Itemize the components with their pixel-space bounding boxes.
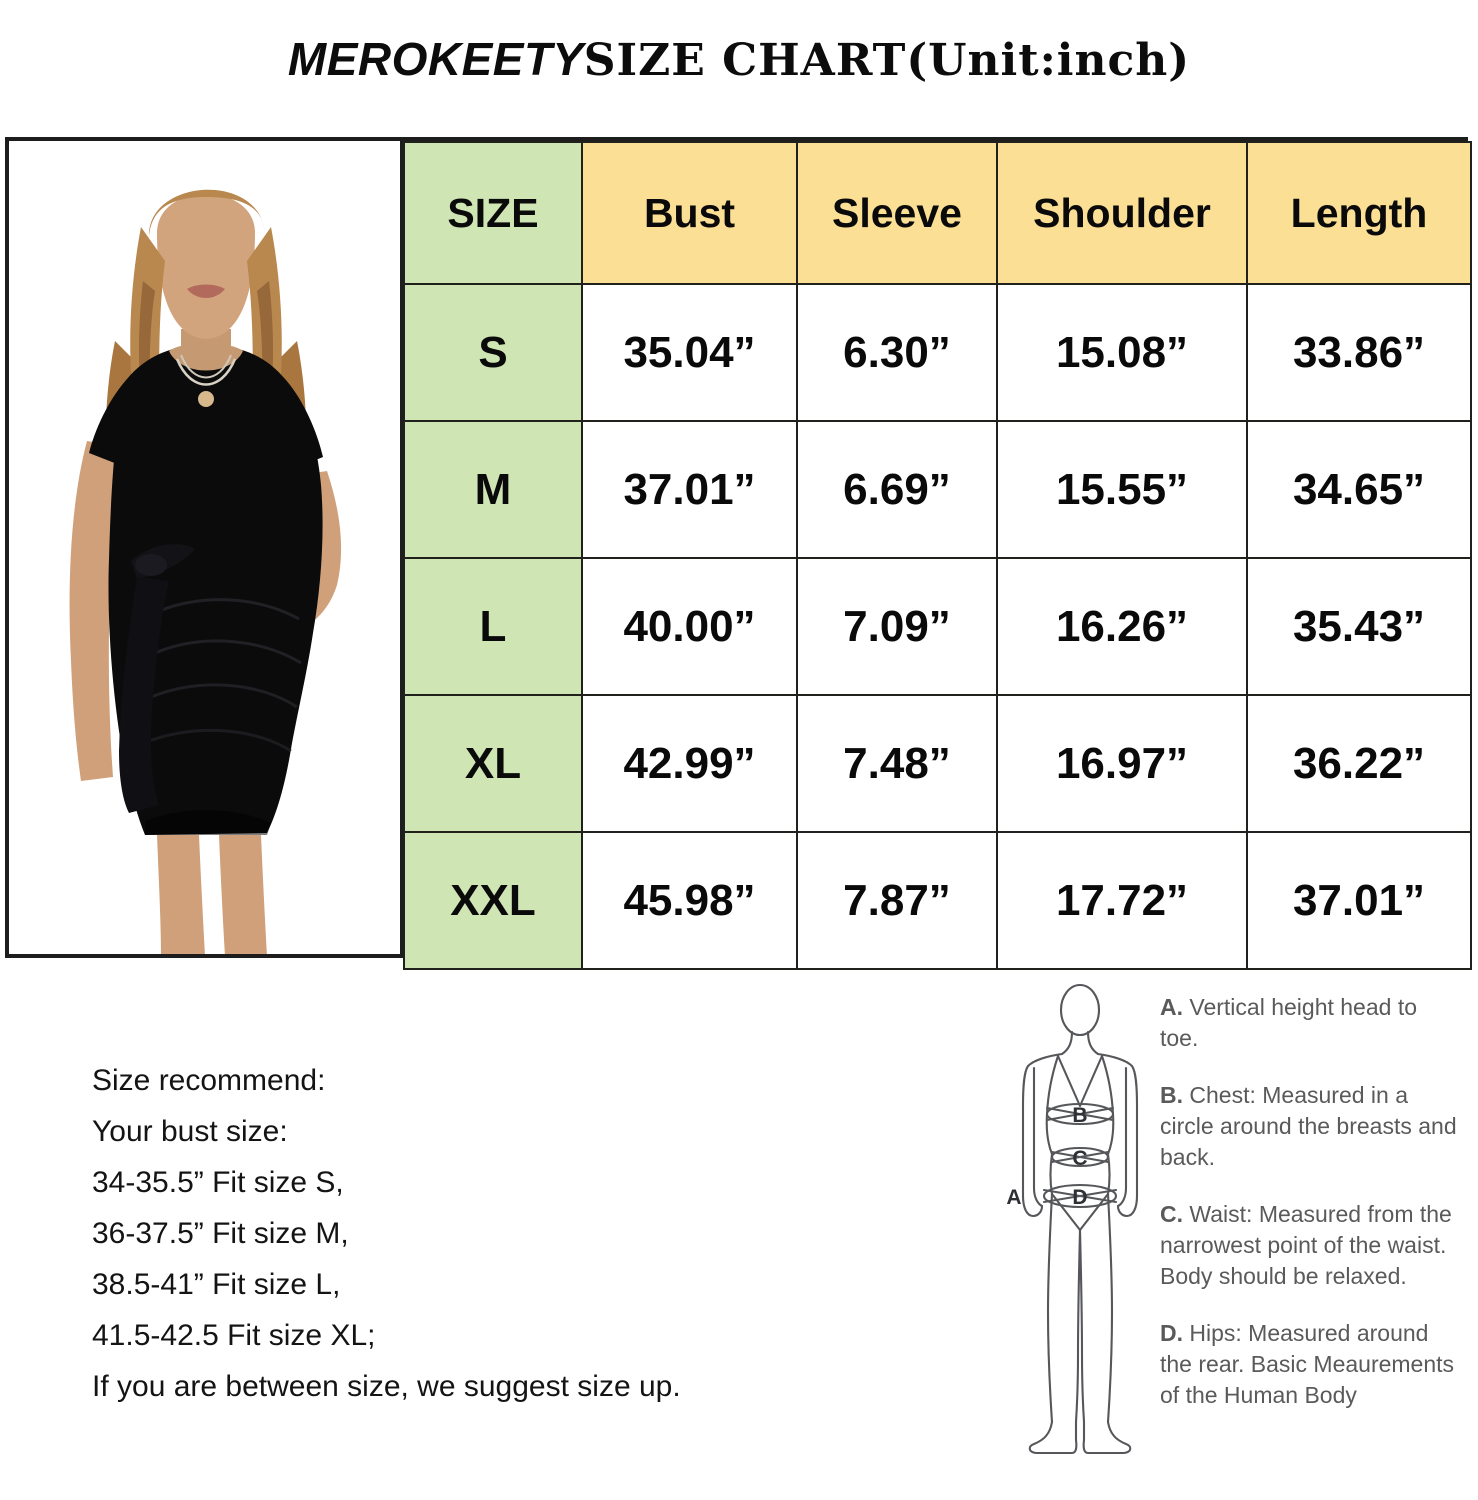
diagram-marker-d: D — [1072, 1186, 1087, 1209]
cell-sleeve: 7.87” — [796, 831, 998, 970]
title-text: MEROKEETYSIZE CHART(Unit:inch) — [288, 32, 1190, 86]
table-row: M 37.01” 6.69” 15.55” 34.65” — [403, 420, 1472, 559]
cell-shoulder: 15.55” — [996, 420, 1248, 559]
cell-sleeve: 6.69” — [796, 420, 998, 559]
diagram-marker-b: B — [1072, 1104, 1087, 1127]
legend-text: Chest: Measured in a circle around the b… — [1160, 1082, 1457, 1170]
size-table: SIZE Bust Sleeve Shoulder Length S 35.04… — [403, 141, 1472, 970]
cell-sleeve: 7.48” — [796, 694, 998, 833]
legend-key: B. — [1160, 1082, 1183, 1108]
legend-item-a: A. Vertical height head to toe. — [1160, 992, 1460, 1054]
cell-bust: 45.98” — [581, 831, 798, 970]
column-header-bust: Bust — [581, 141, 798, 285]
page-title: MEROKEETYSIZE CHART(Unit:inch) — [0, 0, 1478, 118]
legend-key: D. — [1160, 1320, 1183, 1346]
column-header-sleeve: Sleeve — [796, 141, 998, 285]
cell-size: L — [403, 557, 583, 696]
diagram-marker-a: A — [1006, 1186, 1021, 1209]
recommend-line: 38.5-41” Fit size L, — [92, 1268, 341, 1301]
size-table-container: SIZE Bust Sleeve Shoulder Length S 35.04… — [403, 141, 1472, 970]
recommend-line: Your bust size: — [92, 1115, 288, 1148]
cell-length: 37.01” — [1246, 831, 1472, 970]
cell-size: XL — [403, 694, 583, 833]
column-header-shoulder: Shoulder — [996, 141, 1248, 285]
cell-length: 33.86” — [1246, 283, 1472, 422]
diagram-marker-c: C — [1072, 1147, 1087, 1170]
column-header-size: SIZE — [403, 141, 583, 285]
cell-bust: 35.04” — [581, 283, 798, 422]
legend-text: Hips: Measured around the rear. Basic Me… — [1160, 1320, 1455, 1408]
column-header-length: Length — [1246, 141, 1472, 285]
table-header-row: SIZE Bust Sleeve Shoulder Length — [403, 141, 1472, 285]
cell-size: S — [403, 283, 583, 422]
model-illustration — [9, 141, 400, 954]
recommend-line: If you are between size, we suggest size… — [92, 1370, 681, 1403]
cell-size: M — [403, 420, 583, 559]
recommend-line: 41.5-42.5 Fit size XL; — [92, 1319, 376, 1352]
product-photo-illustration — [9, 141, 400, 954]
recommend-line: Size recommend: — [92, 1064, 326, 1097]
legend-text: Waist: Measured from the narrowest point… — [1160, 1201, 1452, 1289]
cell-length: 35.43” — [1246, 557, 1472, 696]
cell-bust: 42.99” — [581, 694, 798, 833]
cell-bust: 37.01” — [581, 420, 798, 559]
size-recommendation-block: Size recommend: Your bust size: 34-35.5”… — [92, 1055, 792, 1412]
brand-name: MEROKEETY — [287, 33, 584, 85]
body-measurement-diagram: B C D A — [1000, 982, 1160, 1482]
cell-shoulder: 16.97” — [996, 694, 1248, 833]
size-chart-frame: SIZE Bust Sleeve Shoulder Length S 35.04… — [5, 137, 1472, 970]
cell-shoulder: 15.08” — [996, 283, 1248, 422]
legend-item-b: B. Chest: Measured in a circle around th… — [1160, 1080, 1460, 1173]
recommend-line: 34-35.5” Fit size S, — [92, 1166, 344, 1199]
measurement-legend: A. Vertical height head to toe. B. Chest… — [1160, 992, 1460, 1437]
table-row: S 35.04” 6.30” 15.08” 33.86” — [403, 283, 1472, 422]
legend-text: Vertical height head to toe. — [1160, 994, 1417, 1051]
cell-shoulder: 17.72” — [996, 831, 1248, 970]
table-row: XL 42.99” 7.48” 16.97” 36.22” — [403, 694, 1472, 833]
human-body-outline-icon: B C D A — [1006, 983, 1139, 1455]
cell-size: XXL — [403, 831, 583, 970]
chart-title-rest: SIZE CHART(Unit:inch) — [583, 35, 1191, 86]
cell-length: 36.22” — [1246, 694, 1472, 833]
legend-key: C. — [1160, 1201, 1183, 1227]
legend-item-c: C. Waist: Measured from the narrowest po… — [1160, 1199, 1460, 1292]
legend-key: A. — [1160, 994, 1183, 1020]
table-row: L 40.00” 7.09” 16.26” 35.43” — [403, 557, 1472, 696]
legend-item-d: D. Hips: Measured around the rear. Basic… — [1160, 1318, 1460, 1411]
cell-length: 34.65” — [1246, 420, 1472, 559]
cell-bust: 40.00” — [581, 557, 798, 696]
cell-sleeve: 7.09” — [796, 557, 998, 696]
cell-shoulder: 16.26” — [996, 557, 1248, 696]
recommend-line: 36-37.5” Fit size M, — [92, 1217, 349, 1250]
table-row: XXL 45.98” 7.87” 17.72” 37.01” — [403, 831, 1472, 970]
product-photo — [9, 141, 403, 954]
cell-sleeve: 6.30” — [796, 283, 998, 422]
